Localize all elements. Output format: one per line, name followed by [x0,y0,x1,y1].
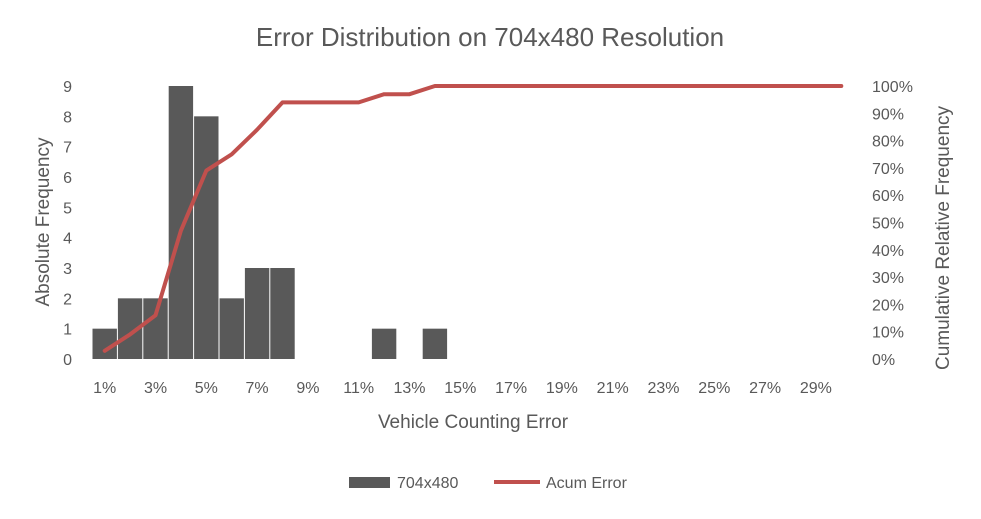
legend-label-bar: 704x480 [397,475,458,492]
legend-label-line: Acum Error [546,475,628,492]
y-tick-label: 4 [63,231,72,248]
x-tick-label: 23% [647,380,679,397]
y-tick-label: 5 [63,200,72,217]
y-axis-right: 0% 10% 20% 30% 40% 50% 60% 70% 80% 90% 100% [872,79,913,369]
y-tick-label: 3 [63,261,72,278]
line-layer [102,84,844,353]
x-tick-label: 29% [800,380,832,397]
y2-tick-label: 60% [872,188,904,205]
x-tick-label: 9% [296,380,319,397]
bar-7% [244,268,270,359]
x-axis-title: Vehicle Counting Error [378,412,569,433]
x-axis: 1% 3% 5% 7% 9% 11% 13% 15% 17% 19% 21% 23% 25% 27% 29% [93,380,832,397]
y-tick-label: 2 [63,291,72,308]
x-tick-label: 17% [495,380,527,397]
bar-4% [168,86,194,359]
legend: 704x480 Acum Error [349,475,628,492]
x-tick-label: 11% [343,380,374,397]
bar-5% [194,116,219,359]
bar-6% [219,298,244,359]
x-tick-label: 7% [246,380,269,397]
y2-tick-label: 20% [872,297,904,314]
y2-tick-label: 70% [872,161,904,178]
x-tick-label: 1% [93,380,116,397]
x-tick-label: 27% [749,380,781,397]
legend-swatch-bar [349,477,390,488]
y2-tick-label: 50% [872,216,904,233]
line-acum-error [102,84,844,353]
bar-14% [422,328,448,359]
x-tick-label: 21% [597,380,629,397]
y2-tick-label: 100% [872,79,913,96]
bars-layer [92,86,448,359]
x-tick-label: 13% [393,380,425,397]
bar-3% [143,298,168,359]
y-tick-label: 7 [63,140,72,157]
y2-tick-label: 30% [872,270,904,287]
x-tick-label: 3% [144,380,167,397]
chart-title: Error Distribution on 704x480 Resolution [256,22,724,52]
x-tick-label: 5% [195,380,218,397]
y2-axis-title: Cumulative Relative Frequency [933,106,954,371]
x-tick-label: 19% [546,380,578,397]
y-tick-label: 0 [63,352,72,369]
y-axis-title: Absolute Frequency [33,137,54,306]
y-tick-label: 6 [63,170,72,187]
y-tick-label: 1 [63,322,72,339]
bar-12% [371,328,397,359]
y2-tick-label: 80% [872,134,904,151]
bar-8% [270,268,295,359]
x-tick-label: 15% [444,380,476,397]
y-axis-left: 0 1 2 3 4 5 6 7 8 9 [63,79,72,369]
x-tick-label: 25% [698,380,730,397]
y-tick-label: 8 [63,109,72,126]
y2-tick-label: 10% [872,325,904,342]
y-tick-label: 9 [63,79,72,96]
y2-tick-label: 40% [872,243,904,260]
y2-tick-label: 90% [872,106,904,123]
y2-tick-label: 0% [872,352,895,369]
